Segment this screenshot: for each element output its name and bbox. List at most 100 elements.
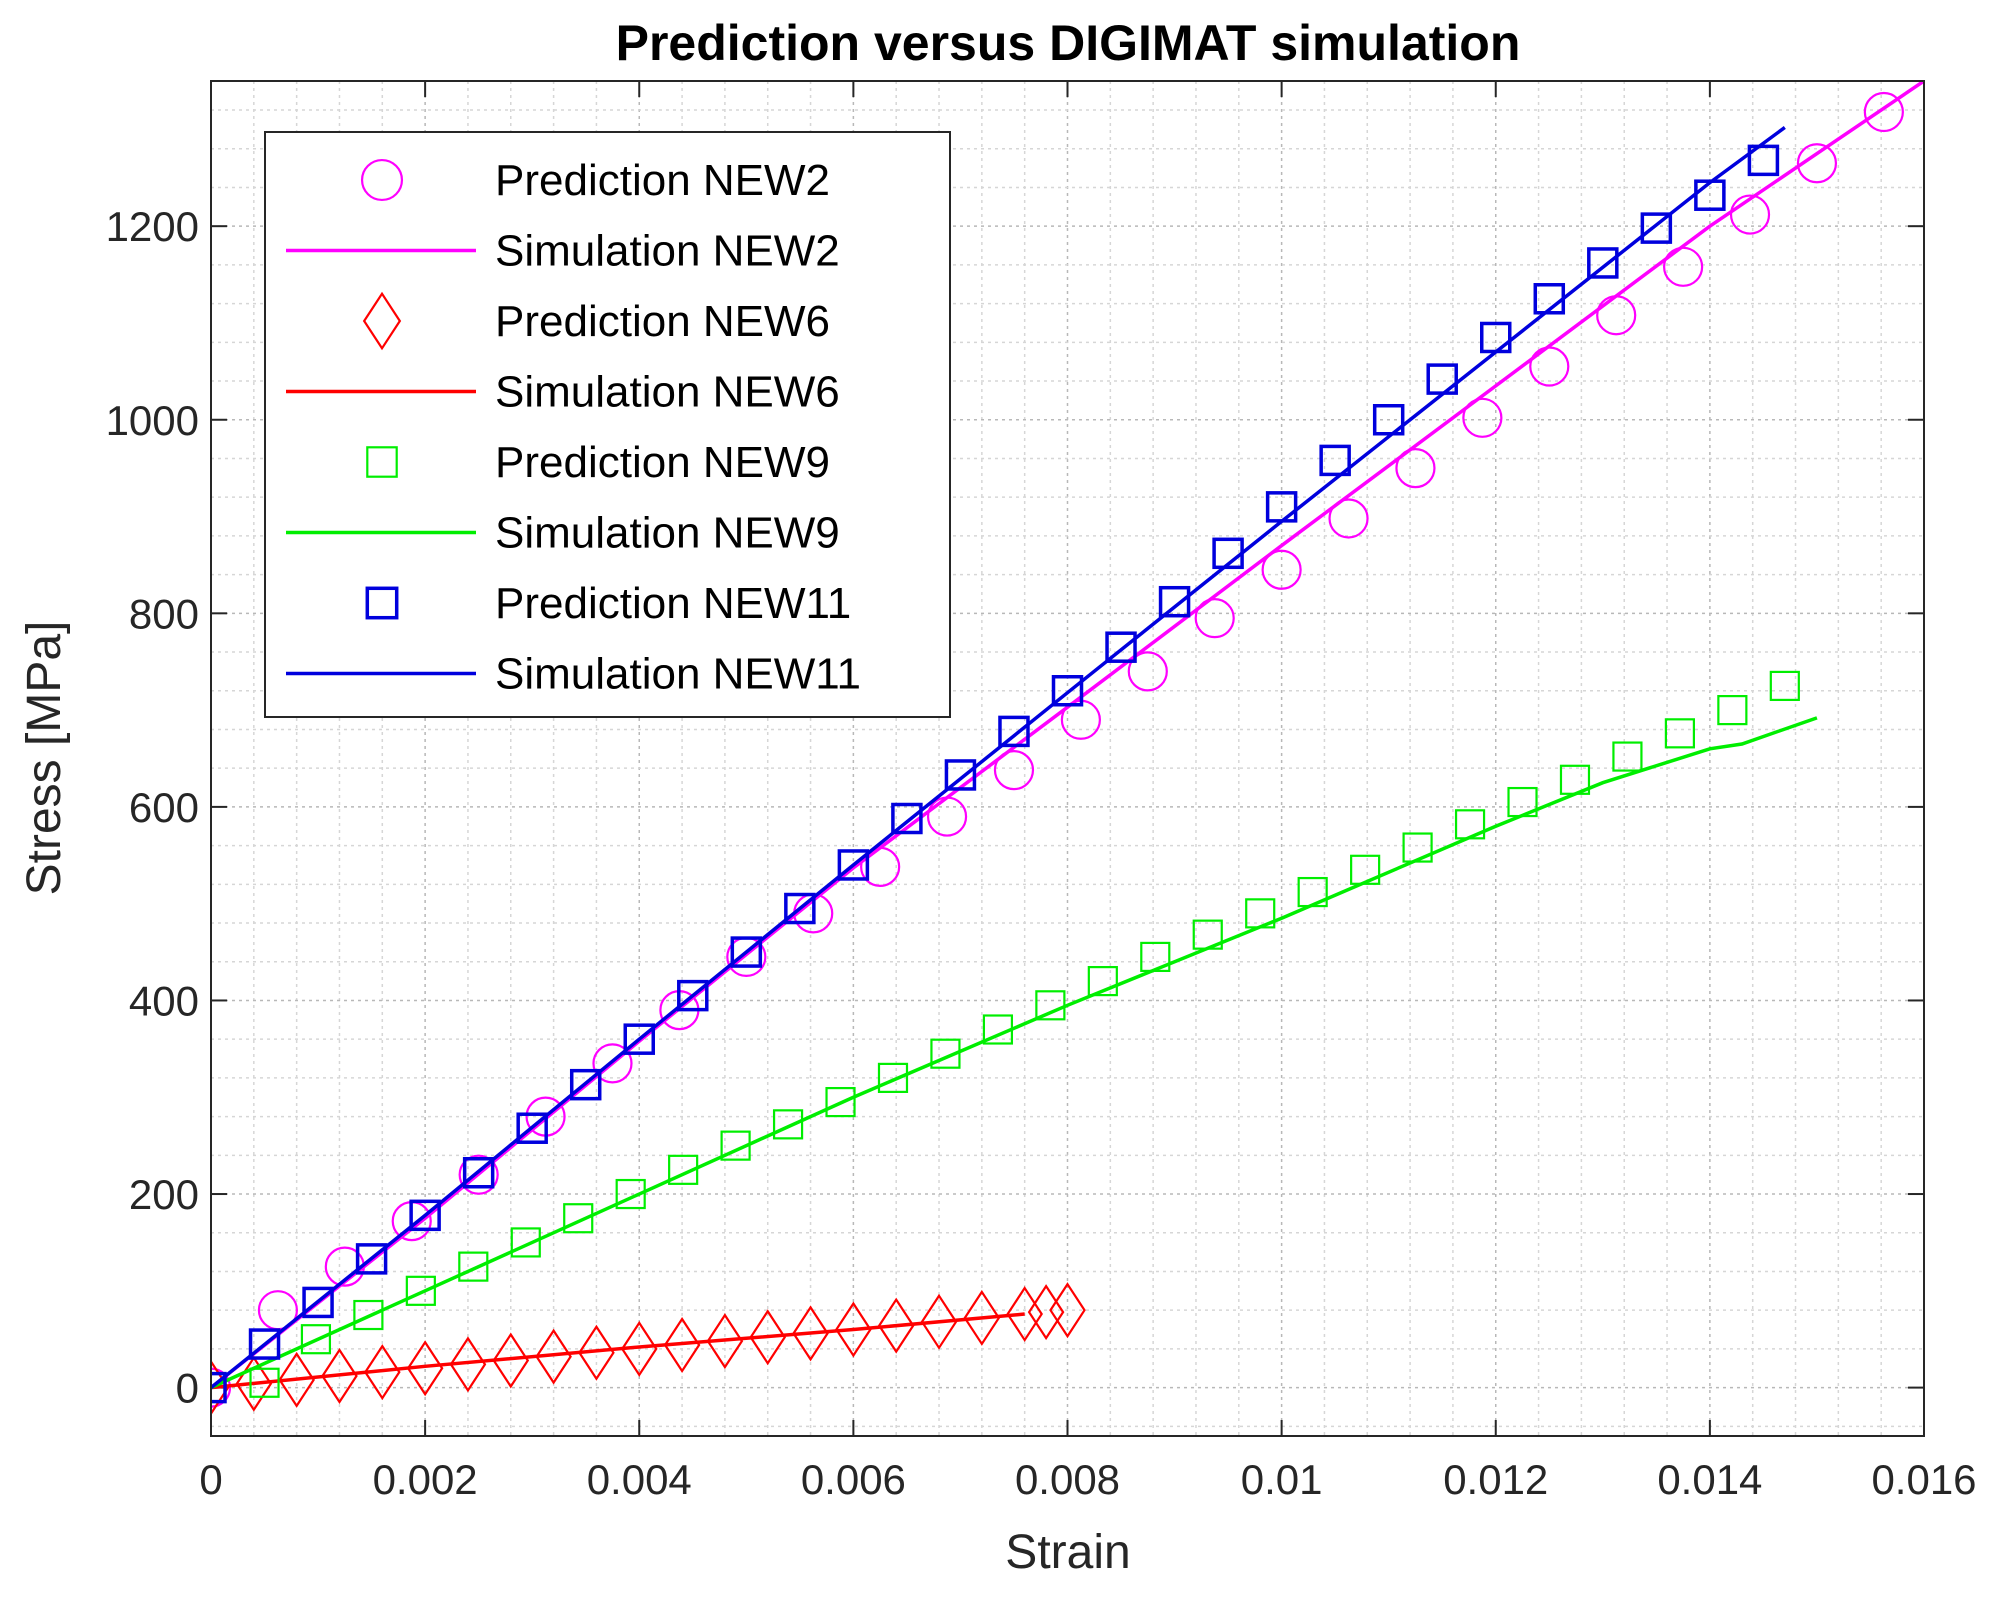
- point-prediction-new9: [300, 1324, 332, 1355]
- point-prediction-new6: [1049, 1282, 1086, 1339]
- point-prediction-new11: [569, 1068, 602, 1101]
- point-prediction-new9: [249, 1367, 280, 1398]
- point-prediction-new2: [1796, 143, 1838, 184]
- point-prediction-new11: [1587, 247, 1619, 279]
- x-tick-label: 0.006: [801, 1456, 906, 1503]
- legend-item-simulation-new2: Simulation NEW2: [286, 227, 840, 276]
- legend-label: Simulation NEW11: [495, 650, 861, 699]
- point-prediction-new6: [877, 1297, 915, 1354]
- legend-marker-swatch: [360, 158, 404, 202]
- x-axis-label: Strain: [1005, 1526, 1130, 1579]
- point-prediction-new9: [405, 1275, 436, 1306]
- point-prediction-new11: [462, 1156, 495, 1189]
- point-prediction-new6: [835, 1301, 872, 1358]
- point-prediction-new9: [1612, 741, 1643, 772]
- point-prediction-new9: [668, 1154, 699, 1185]
- point-prediction-new11: [409, 1199, 441, 1232]
- line-simulation-new6: [211, 1312, 1025, 1390]
- point-prediction-new2: [993, 750, 1035, 791]
- point-prediction-new9: [615, 1178, 646, 1210]
- x-tick-label: 0.016: [1871, 1456, 1976, 1503]
- point-prediction-new2: [592, 1043, 633, 1084]
- point-prediction-new2: [1328, 498, 1369, 539]
- legend-item-simulation-new6: Simulation NEW6: [286, 368, 840, 417]
- point-prediction-new6: [406, 1340, 444, 1397]
- point-prediction-new11: [1105, 631, 1137, 663]
- point-prediction-new11: [730, 936, 763, 968]
- point-prediction-new6: [1027, 1284, 1065, 1341]
- point-prediction-new11: [891, 802, 923, 835]
- legend-label: Prediction NEW9: [495, 438, 830, 487]
- y-tick-label: 0: [176, 1365, 199, 1412]
- point-prediction-new9: [1087, 966, 1118, 997]
- legend-item-prediction-new11: Prediction NEW11: [365, 579, 851, 628]
- point-prediction-new11: [784, 892, 816, 925]
- point-prediction-new11: [998, 715, 1030, 748]
- legend-item-simulation-new9: Simulation NEW9: [286, 509, 840, 558]
- legend-label: Prediction NEW6: [495, 297, 830, 346]
- point-prediction-new11: [677, 979, 709, 1012]
- legend-label: Simulation NEW6: [495, 368, 840, 417]
- legend-item-prediction-new2: Prediction NEW2: [360, 156, 830, 205]
- x-tick-label: 0.014: [1657, 1456, 1762, 1503]
- y-tick-label: 200: [129, 1171, 199, 1218]
- y-tick-label: 1000: [106, 397, 199, 444]
- point-prediction-new2: [1395, 448, 1436, 489]
- point-prediction-new6: [706, 1313, 744, 1370]
- point-prediction-new2: [211, 1367, 232, 1408]
- x-tick-label: 0.012: [1443, 1456, 1548, 1503]
- y-axis-label: Stress [MPa]: [18, 621, 71, 896]
- y-tick-labels: 0 200 400 600 800 1000 1200: [106, 203, 199, 1411]
- point-prediction-new6: [920, 1293, 958, 1350]
- legend-item-prediction-new6: Prediction NEW6: [362, 291, 830, 351]
- line-simulation-new2: [211, 81, 1924, 1389]
- series-simulation-new9: [211, 716, 1818, 1390]
- point-prediction-new11: [1158, 585, 1191, 618]
- point-prediction-new6: [792, 1305, 829, 1362]
- point-prediction-new6: [1006, 1286, 1043, 1343]
- y-tick-label: 800: [129, 590, 199, 637]
- point-prediction-new11: [1319, 444, 1351, 477]
- line-simulation-new9: [211, 716, 1818, 1390]
- point-prediction-new11: [1051, 675, 1084, 707]
- grid: [210, 81, 1925, 1436]
- series-prediction-new11: [211, 144, 1780, 1404]
- line-simulation-new11: [211, 126, 1786, 1389]
- point-prediction-new6: [620, 1320, 658, 1377]
- point-prediction-new6: [663, 1317, 701, 1374]
- point-prediction-new11: [1372, 404, 1405, 436]
- x-tick-label: 0.01: [1241, 1456, 1323, 1503]
- legend-marker-swatch: [365, 586, 399, 620]
- point-prediction-new6: [321, 1347, 358, 1405]
- point-prediction-new2: [1729, 194, 1771, 235]
- point-prediction-new11: [837, 849, 870, 881]
- point-prediction-new2: [1462, 397, 1503, 438]
- legend-box: [264, 131, 951, 718]
- legend: Prediction NEW2 Simulation NEW2 Prediction…: [264, 131, 951, 718]
- point-prediction-new11: [248, 1328, 281, 1360]
- legend-label: Simulation NEW2: [495, 227, 840, 276]
- chart-title: Prediction versus DIGIMAT simulation: [616, 15, 1521, 71]
- point-prediction-new11: [355, 1243, 388, 1275]
- point-prediction-new6: [492, 1332, 530, 1389]
- point-prediction-new2: [1127, 651, 1168, 692]
- point-prediction-new11: [944, 759, 977, 791]
- point-prediction-new9: [458, 1251, 489, 1282]
- x-tick-label: 0.004: [587, 1456, 692, 1503]
- x-tick-label: 0: [199, 1456, 222, 1503]
- point-prediction-new6: [963, 1289, 1001, 1346]
- y-tick-label: 600: [129, 784, 199, 831]
- point-prediction-new9: [1664, 718, 1695, 749]
- series-simulation-new2: [211, 81, 1924, 1389]
- point-prediction-new9: [353, 1299, 384, 1331]
- y-tick-label: 400: [129, 977, 199, 1024]
- series-simulation-new11: [211, 126, 1786, 1389]
- point-prediction-new11: [623, 1023, 655, 1055]
- point-prediction-new9: [1769, 670, 1800, 702]
- y-tick-label: 1200: [106, 203, 199, 250]
- plot-frame: [210, 80, 1925, 1437]
- x-tick-labels: 0 0.002 0.004 0.006 0.008 0.01 0.012 0.014 0.016: [199, 1456, 1976, 1503]
- point-prediction-new11: [302, 1286, 334, 1319]
- point-prediction-new9: [1717, 695, 1748, 726]
